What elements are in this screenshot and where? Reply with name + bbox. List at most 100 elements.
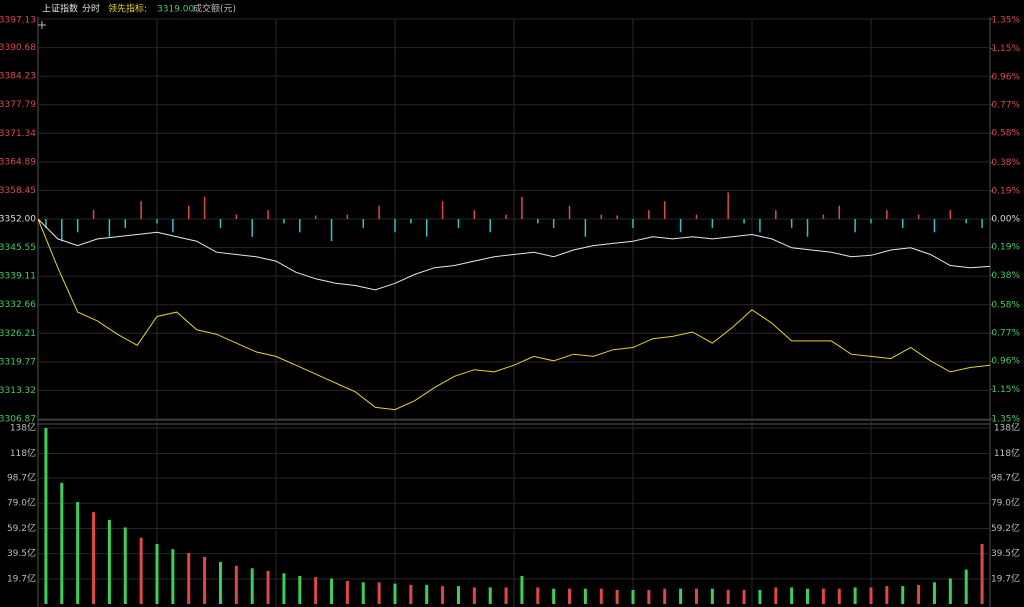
volume-bar (964, 569, 968, 604)
volume-bar (917, 584, 921, 604)
volume-bar (92, 512, 96, 604)
volume-bar (187, 552, 191, 604)
volume-bar (393, 583, 397, 604)
y-tick-label: 3306.87 (0, 415, 36, 425)
volume-bar (790, 587, 794, 604)
volume-bar (758, 589, 762, 604)
volume-bar (599, 588, 603, 604)
volume-bar (742, 589, 746, 604)
volume-tick-label: 79.0亿 (7, 497, 36, 509)
volume-bar (520, 575, 524, 604)
volume-bar (44, 428, 48, 604)
volume-bar (948, 578, 952, 604)
y2-tick-label: 0.58% (991, 129, 1020, 139)
volume-bar (171, 549, 175, 604)
y-tick-label: 3364.89 (0, 157, 36, 167)
header: 上证指数 分时 领先指标: 3319.00 成交额(元) (42, 3, 236, 15)
y-tick-label: 3352.00 (0, 215, 36, 225)
volume-tick-label: 118亿 (10, 447, 36, 459)
volume-bar (60, 482, 64, 604)
volume-bar (536, 587, 540, 604)
volume-bar (488, 587, 492, 604)
volume-bar (774, 587, 778, 604)
volume-tick-label: 98.7亿 (7, 472, 36, 484)
volume-tick-label: 138亿 (10, 422, 36, 434)
volume-tick-label: 19.7亿 (7, 572, 36, 584)
volume-bar (583, 588, 587, 604)
volume-bar (869, 587, 873, 604)
volume-label: 成交额(元) (193, 3, 236, 15)
volume-bar (250, 568, 254, 604)
volume-bar (710, 588, 714, 604)
y-tick-label: 3345.55 (0, 243, 36, 253)
volume-bar (456, 586, 460, 604)
volume-bar (615, 589, 619, 604)
y-tick-label: 3326.21 (0, 329, 36, 339)
volume-bar (647, 589, 651, 604)
volume-bar (330, 578, 334, 604)
volume-bar (425, 584, 429, 604)
y-tick-label: 3358.45 (0, 186, 36, 196)
volume-bar (345, 581, 349, 604)
volume-bar (298, 575, 302, 604)
volume-bar (441, 586, 445, 604)
price-line (37, 218, 991, 411)
volume-bar (123, 527, 127, 604)
volume-bar (932, 582, 936, 604)
volume-bar (853, 587, 857, 604)
volume-bar (679, 588, 683, 604)
y2-tick-label: 0.38% (991, 158, 1020, 168)
volume-bar (203, 556, 207, 604)
y2-tick-label: 1.35% (991, 415, 1020, 425)
volume-tick-label: 39.5亿 (7, 547, 36, 559)
volume-bar (504, 587, 508, 604)
y2-tick-label: 0.38% (991, 271, 1020, 281)
volume-bar (155, 544, 159, 604)
y-tick-label: 3384.23 (0, 72, 36, 82)
y2-tick-label: 0.58% (991, 300, 1020, 310)
volume-bar (663, 588, 667, 604)
volume-bar (107, 519, 111, 604)
volume-bar (314, 577, 318, 604)
volume-bar (234, 565, 238, 604)
volume-bar (361, 582, 365, 604)
y2-tick-label: 0.96% (991, 357, 1020, 367)
volume-bar (806, 588, 810, 604)
y-tick-label: 3313.32 (0, 386, 36, 396)
volume-bar (76, 501, 80, 604)
y-tick-label: 3339.11 (0, 272, 36, 282)
volume-tick-label: 39.5亿 (991, 547, 1020, 559)
price-line (37, 218, 991, 291)
volume-bar (694, 588, 698, 604)
indicator-label: 领先指标: (108, 3, 147, 15)
volume-bar (980, 544, 984, 604)
y2-tick-label: 0.00% (991, 215, 1020, 225)
y-tick-label: 3397.13 (0, 16, 36, 26)
volume-bar (139, 537, 143, 604)
volume-bar (631, 589, 635, 604)
volume-bar (837, 588, 841, 604)
y2-tick-label: 0.77% (991, 329, 1020, 339)
volume-bar (282, 573, 286, 604)
volume-tick-label: 98.7亿 (991, 472, 1020, 484)
y-tick-label: 3390.68 (0, 43, 36, 53)
y2-tick-label: 1.35% (991, 16, 1020, 26)
volume-bar (409, 584, 413, 604)
y2-tick-label: 0.19% (991, 186, 1020, 196)
y-tick-label: 3332.66 (0, 300, 36, 310)
volume-bar (901, 586, 905, 604)
mode: 分时 (82, 3, 100, 15)
indicator-value: 3319.00 (157, 5, 194, 15)
y2-tick-label: 0.77% (991, 100, 1020, 110)
y2-tick-label: 1.15% (991, 385, 1020, 395)
volume-bar (821, 588, 825, 604)
y2-tick-label: 0.96% (991, 72, 1020, 82)
y2-tick-label: 1.15% (991, 44, 1020, 54)
volume-bar (726, 589, 730, 604)
volume-bar (885, 586, 889, 604)
y2-tick-label: 0.19% (991, 243, 1020, 253)
volume-bar (472, 587, 476, 604)
